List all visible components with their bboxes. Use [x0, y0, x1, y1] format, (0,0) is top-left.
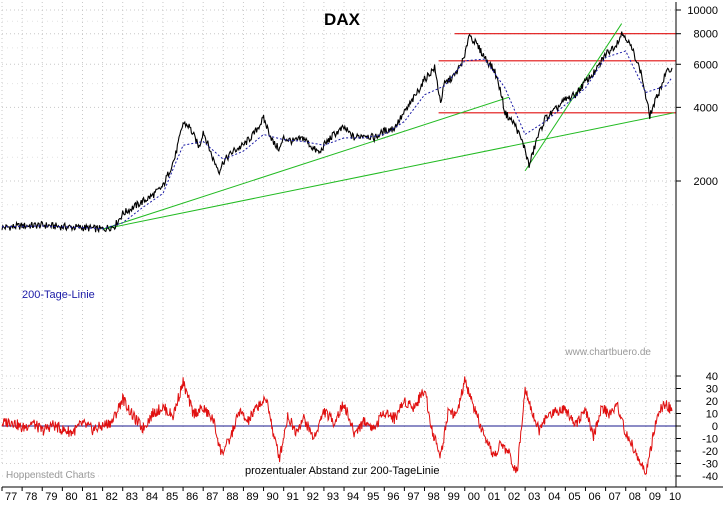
- year-tick-label: 88: [226, 491, 238, 503]
- moving-average-line: [1, 50, 673, 230]
- year-tick-label: 06: [588, 491, 600, 503]
- legend-200-tage-linie: 200-Tage-Linie: [22, 289, 95, 301]
- trend-lines: [102, 23, 675, 230]
- year-tick-label: 80: [65, 491, 77, 503]
- year-tick-label: 99: [448, 491, 460, 503]
- year-tick-label: 86: [186, 491, 198, 503]
- year-tick-label: 08: [629, 491, 641, 503]
- year-tick-label: 04: [548, 491, 560, 503]
- year-tick-label: 94: [347, 491, 359, 503]
- oscillator-line: [1, 376, 673, 476]
- year-tick-label: 93: [327, 491, 339, 503]
- year-tick-label: 84: [146, 491, 158, 503]
- year-tick-label: 92: [307, 491, 319, 503]
- oscillator-tick-label: 20: [706, 396, 718, 408]
- chart-title: DAX: [324, 10, 361, 29]
- year-tick-label: 05: [568, 491, 580, 503]
- oscillator-tick-label: 40: [706, 371, 718, 383]
- year-tick-label: 77: [5, 491, 17, 503]
- lower-panel-label: prozentualer Abstand zur 200-TageLinie: [245, 465, 439, 477]
- price-tick-label: 4000: [694, 102, 718, 114]
- year-tick-label: 96: [387, 491, 399, 503]
- year-tick-label: 98: [428, 491, 440, 503]
- trend-line: [524, 23, 623, 172]
- year-tick-label: 85: [166, 491, 178, 503]
- year-tick-label: 82: [106, 491, 118, 503]
- oscillator-series: [1, 376, 673, 476]
- year-tick-label: 95: [367, 491, 379, 503]
- oscillator-tick-label: 0: [712, 421, 718, 433]
- year-tick-label: 83: [126, 491, 138, 503]
- year-tick-label: 78: [25, 491, 37, 503]
- oscillator-tick-label: 30: [706, 384, 718, 396]
- year-tick-label: 89: [246, 491, 258, 503]
- oscillator-tick-label: -30: [702, 459, 718, 471]
- watermark: www.chartbuero.de: [564, 347, 651, 358]
- year-tick-label: 07: [609, 491, 621, 503]
- price-tick-label: 6000: [694, 59, 718, 71]
- year-tick-label: 10: [669, 491, 681, 503]
- year-tick-label: 02: [508, 491, 520, 503]
- oscillator-tick-label: -20: [702, 446, 718, 458]
- horizontal-levels: [438, 33, 676, 114]
- price-series: [1, 31, 673, 234]
- year-tick-label: 87: [206, 491, 218, 503]
- price-tick-label: 8000: [694, 29, 718, 41]
- year-tick-label: 97: [407, 491, 419, 503]
- trend-line: [102, 96, 510, 230]
- oscillator-tick-label: -10: [702, 434, 718, 446]
- dax-line: [1, 31, 673, 234]
- oscillator-tick-label: 10: [706, 409, 718, 421]
- year-tick-label: 90: [267, 491, 279, 503]
- trend-line: [102, 112, 675, 230]
- year-tick-label: 09: [649, 491, 661, 503]
- year-tick-label: 00: [468, 491, 480, 503]
- source-label: Hoppenstedt Charts: [6, 470, 95, 481]
- year-tick-label: 79: [45, 491, 57, 503]
- oscillator-tick-label: -40: [702, 471, 718, 483]
- year-tick-label: 03: [528, 491, 540, 503]
- price-tick-label: 10000: [687, 5, 718, 17]
- labels: DAX 200-Tage-Linie www.chartbuero.de pro…: [6, 10, 651, 481]
- year-tick-label: 01: [488, 491, 500, 503]
- year-tick-label: 91: [287, 491, 299, 503]
- year-tick-label: 81: [85, 491, 97, 503]
- lower-gridlines: [2, 375, 676, 477]
- price-tick-label: 2000: [694, 176, 718, 188]
